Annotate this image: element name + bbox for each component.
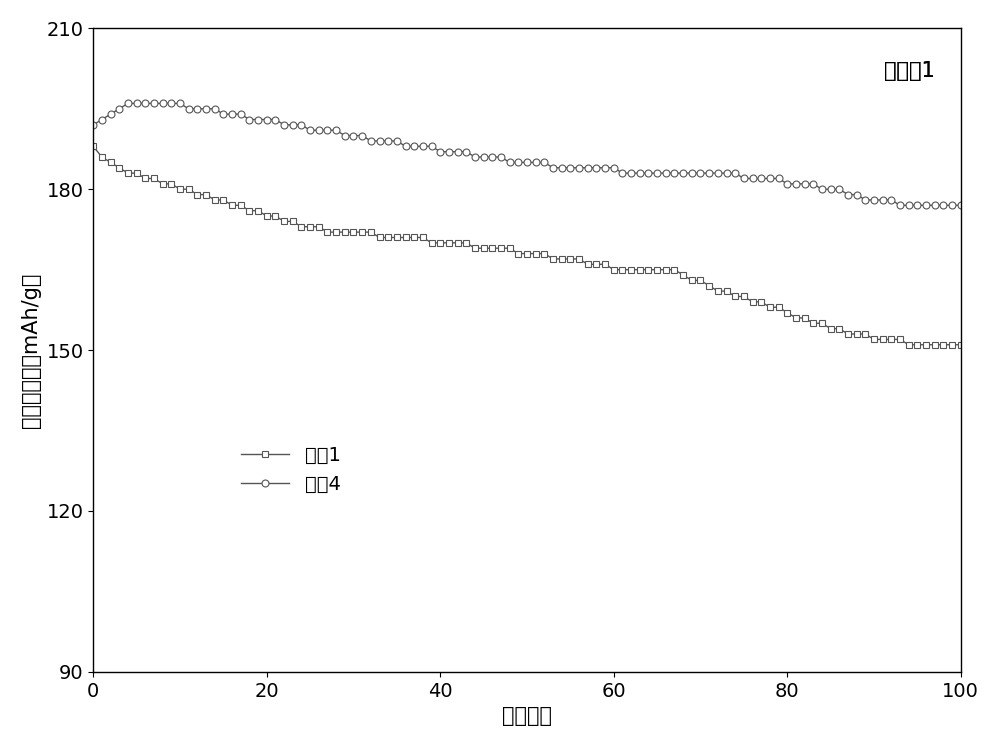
编号4 [703, 169, 715, 178]
编号1 [148, 174, 160, 183]
Y-axis label: 放电比容量（mAh/g）: 放电比容量（mAh/g） [21, 273, 41, 428]
编号4 [747, 174, 759, 183]
编号4 [955, 201, 967, 210]
Line: 编号1: 编号1 [90, 143, 964, 348]
编号1 [87, 142, 99, 151]
编号1 [738, 292, 750, 301]
编号1 [955, 341, 967, 350]
Text: 实施例1: 实施例1 [884, 61, 935, 81]
编号4 [616, 169, 628, 178]
Text: 实施例1: 实施例1 [884, 61, 935, 81]
编号4 [313, 125, 325, 134]
编号1 [903, 341, 915, 350]
编号1 [304, 223, 316, 232]
Legend: 编号1, 编号4: 编号1, 编号4 [233, 438, 349, 501]
编号4 [495, 152, 507, 161]
编号4 [894, 201, 906, 210]
编号4 [122, 99, 134, 108]
编号1 [608, 265, 620, 274]
编号1 [694, 276, 706, 285]
编号4 [87, 120, 99, 129]
X-axis label: 循环次数: 循环次数 [502, 706, 552, 726]
编号4 [157, 99, 169, 108]
编号1 [486, 244, 498, 252]
Line: 编号4: 编号4 [90, 100, 964, 208]
